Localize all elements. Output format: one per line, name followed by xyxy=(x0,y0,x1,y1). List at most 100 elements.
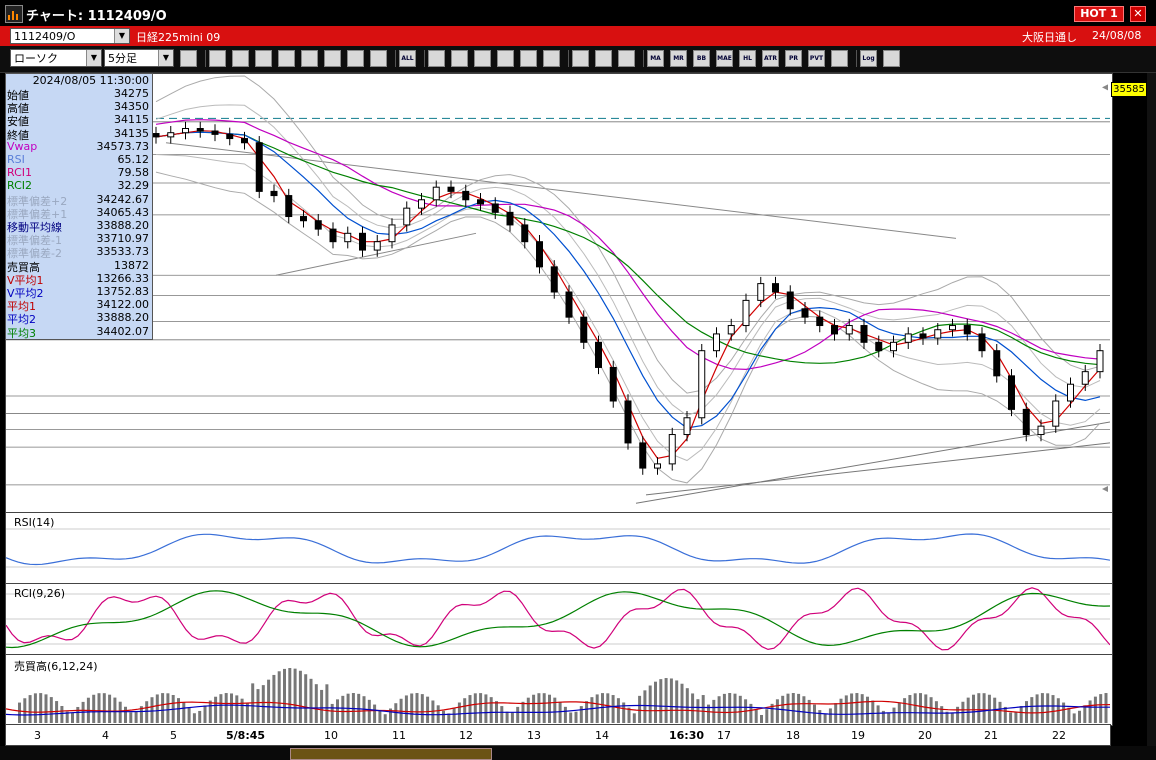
volume-bar xyxy=(1035,694,1039,723)
trend-icon[interactable] xyxy=(428,50,445,67)
crosshair-icon[interactable] xyxy=(209,50,226,67)
volume-bar xyxy=(595,694,599,723)
candle-body xyxy=(875,341,883,352)
mr-icon[interactable]: MR xyxy=(670,50,687,67)
locked-icon[interactable] xyxy=(324,50,341,67)
scrollbar-thumb[interactable] xyxy=(290,748,492,760)
symbol-bar: 1112409/O ▼ 日経225mini 09 大阪日通し 24/08/08 xyxy=(0,26,1156,46)
info-label: 終値 xyxy=(7,128,29,142)
volume-bar xyxy=(463,698,467,723)
info-row: V平均2 13752.83 xyxy=(6,285,152,300)
chevron-down-icon[interactable]: ▼ xyxy=(158,50,173,66)
hl-icon[interactable]: HL xyxy=(739,50,756,67)
candle-icon[interactable] xyxy=(232,50,249,67)
sma-icon[interactable] xyxy=(301,50,318,67)
candle-body xyxy=(344,232,352,243)
frame-icon[interactable] xyxy=(831,50,848,67)
volume-bar xyxy=(283,668,286,723)
wrench-icon[interactable] xyxy=(595,50,612,67)
volume-bar xyxy=(118,701,122,723)
time-axis-label: 21 xyxy=(984,729,998,742)
volume-bar xyxy=(442,710,445,723)
volume-bar xyxy=(722,693,726,723)
volume-bar xyxy=(903,698,907,723)
info-label: RCI1 xyxy=(7,166,33,180)
chevron-down-icon[interactable]: ▼ xyxy=(86,50,101,66)
volume-bar xyxy=(791,693,795,723)
volume-bar xyxy=(1014,711,1018,723)
chevron-down-icon[interactable]: ▼ xyxy=(114,29,129,43)
log-icon[interactable]: Log xyxy=(860,50,877,67)
volume-bar xyxy=(23,698,27,723)
trash-icon[interactable] xyxy=(543,50,560,67)
all-icon[interactable]: ALL xyxy=(399,50,416,67)
bb-icon[interactable]: BB xyxy=(693,50,710,67)
export-icon[interactable] xyxy=(883,50,900,67)
volume-bar xyxy=(410,693,414,723)
zoom-icon[interactable] xyxy=(255,50,272,67)
candle-body xyxy=(1022,408,1030,436)
rci-panel[interactable]: RCI(9,26) xyxy=(5,583,1113,655)
price-chart-panel[interactable] xyxy=(5,73,1113,513)
rsi-chart-svg xyxy=(6,528,1110,568)
magnify-icon[interactable] xyxy=(180,50,197,67)
info-row: 売買高 13872 xyxy=(6,259,152,274)
candle-body xyxy=(196,128,204,132)
info-row: V平均1 13266.33 xyxy=(6,272,152,287)
volume-bar xyxy=(913,693,917,723)
session-label: 大阪日通し xyxy=(1022,31,1077,44)
volume-bar xyxy=(786,693,790,723)
info-row: 平均3 34402.07 xyxy=(6,325,152,340)
rsi-panel[interactable]: RSI(14) xyxy=(5,512,1113,584)
volume-bar xyxy=(219,694,223,723)
candle2-icon[interactable] xyxy=(347,50,364,67)
pvt-icon[interactable]: PVT xyxy=(808,50,825,67)
pr-icon[interactable]: PR xyxy=(785,50,802,67)
volume-bar xyxy=(770,703,774,723)
volume-bar xyxy=(288,668,292,723)
volume-bar xyxy=(394,703,398,723)
pencil-icon[interactable] xyxy=(451,50,468,67)
volume-bar xyxy=(887,713,891,723)
volume-bar xyxy=(860,694,864,723)
horizontal-scrollbar[interactable] xyxy=(0,746,1156,760)
candle-body xyxy=(904,333,912,343)
atr-icon[interactable]: ATR xyxy=(762,50,779,67)
mae-icon[interactable]: MAE xyxy=(716,50,733,67)
volume-bar xyxy=(542,693,546,723)
hot-button[interactable]: HOT 1 xyxy=(1074,6,1124,22)
candle3-icon[interactable] xyxy=(370,50,387,67)
volume-bar xyxy=(866,696,869,723)
candle-body xyxy=(963,325,971,335)
doc-icon[interactable] xyxy=(520,50,537,67)
volume-bar xyxy=(457,702,461,723)
volume-bar xyxy=(1019,706,1023,723)
volume-bar xyxy=(919,693,922,723)
volume-bar xyxy=(230,693,233,723)
color-icon[interactable] xyxy=(618,50,635,67)
ma-icon[interactable]: MA xyxy=(647,50,664,67)
symbol-select[interactable]: 1112409/O ▼ xyxy=(10,28,130,44)
volume-bar xyxy=(447,713,451,723)
time-axis-label: 5/8:45 xyxy=(226,729,266,742)
interval-select[interactable]: 5分足 ▼ xyxy=(104,49,174,67)
volume-bar xyxy=(293,668,297,723)
fib-icon[interactable] xyxy=(572,50,589,67)
info-label: 標準偏差-2 xyxy=(7,247,62,261)
volume-bar xyxy=(950,712,954,723)
volume-bar xyxy=(108,694,112,723)
cursor-icon[interactable] xyxy=(474,50,491,67)
volume-bar xyxy=(987,694,991,723)
candle-body xyxy=(654,463,661,469)
line-icon[interactable] xyxy=(497,50,514,67)
candle-body xyxy=(595,341,602,368)
axis-label: 34000 xyxy=(1113,201,1145,212)
bar-icon[interactable] xyxy=(278,50,295,67)
volume-bar xyxy=(113,697,117,723)
volume-panel[interactable]: 売買高(6,12,24) xyxy=(5,654,1113,726)
candle-body xyxy=(668,434,676,465)
toolbar: ローソク ▼ 5分足 ▼ ALL MA MR BB MAE HL ATR PR PVT Log xyxy=(0,46,1156,73)
close-button[interactable]: ✕ xyxy=(1130,6,1146,22)
chart-type-select[interactable]: ローソク ▼ xyxy=(10,49,102,67)
volume-bar xyxy=(304,674,308,723)
